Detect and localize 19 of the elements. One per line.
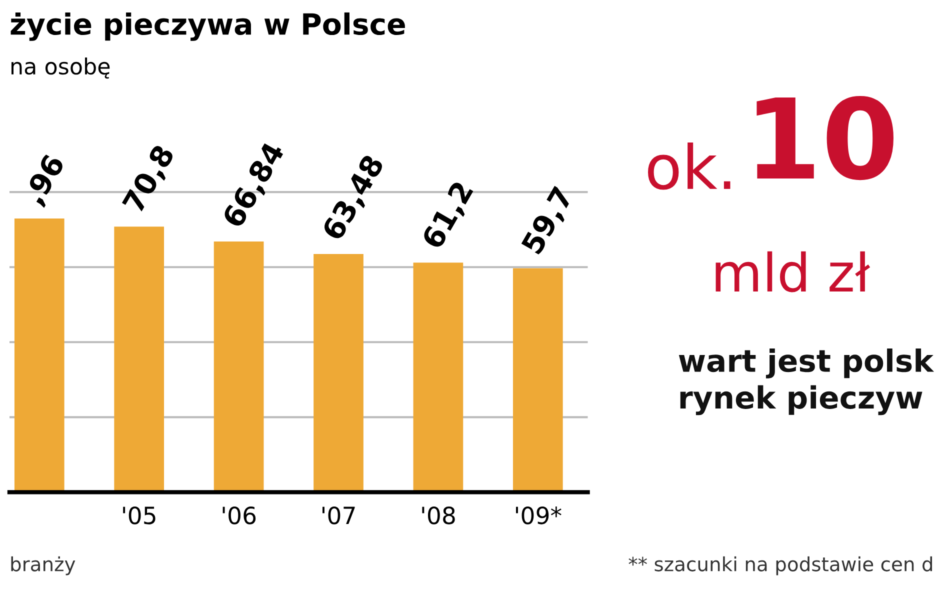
bar [413,262,464,492]
chart-title: życie pieczywa w Polsce [10,12,405,41]
text: ok. [648,142,730,190]
x-tick-label: '09* [516,506,562,524]
bar [114,226,164,492]
bar [214,241,264,492]
x-tick-label: '05 [123,506,156,524]
bar [314,254,364,492]
bar [512,268,563,492]
text: ** szacunki na podstawie cen d [628,556,932,576]
x-tick-label: '07 [322,506,355,524]
text: branży [11,556,76,576]
chart-subtitle: na osobę [11,57,110,79]
bar [14,218,64,492]
x-tick-label: '06 [222,506,256,524]
text: mld zł [716,251,870,292]
x-tick-label: '08 [422,506,455,524]
text: wart jest polsk rynek pieczyw [678,348,934,416]
text: 10 [756,96,894,180]
